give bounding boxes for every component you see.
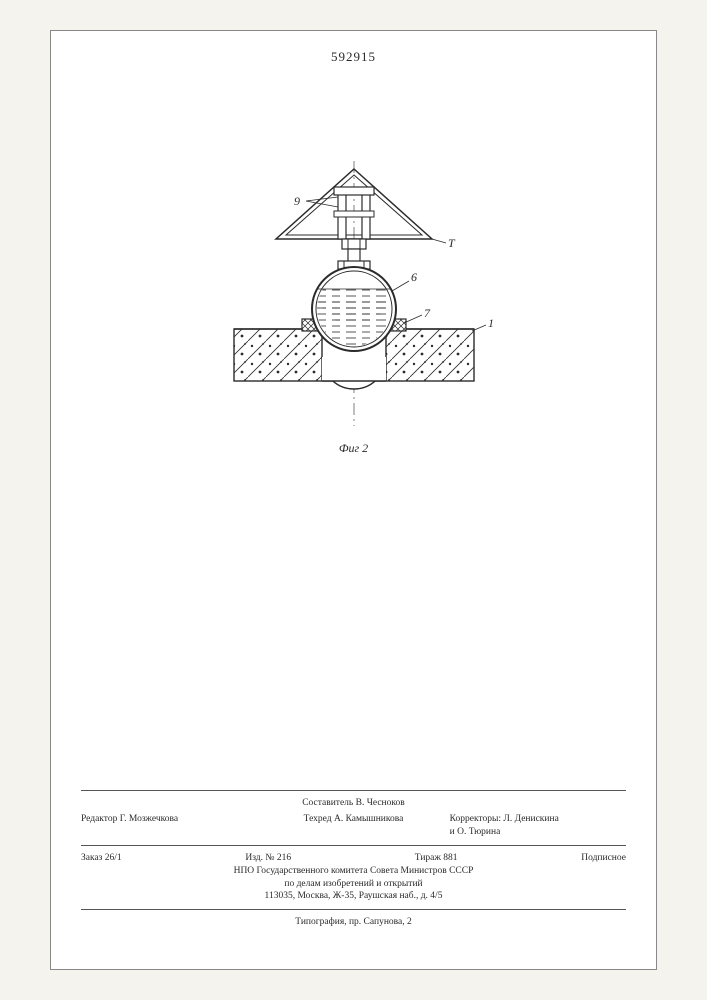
tirazh: Тираж 881 xyxy=(415,852,458,865)
label-9: 9 xyxy=(294,194,300,208)
figure-caption: Фиг 2 xyxy=(51,441,656,456)
footer-block: Составитель В. Чесноков Редактор Г. Мозж… xyxy=(81,784,626,930)
label-7: 7 xyxy=(424,306,431,320)
techred-label: Техред xyxy=(304,814,332,824)
credits-row: Редактор Г. Мозжечкова Техред А. Камышни… xyxy=(81,813,626,839)
patent-number: 592915 xyxy=(51,49,656,65)
podpis: Подписное xyxy=(581,852,626,865)
editor-col: Редактор Г. Мозжечкова xyxy=(81,813,257,839)
proof-conj: и xyxy=(450,827,455,837)
editor-name: Г. Мозжечкова xyxy=(120,814,178,824)
editor-label: Редактор xyxy=(81,814,117,824)
proof1: Л. Денискина xyxy=(503,814,558,824)
proof-col: Корректоры: Л. Денискина и О. Тюрина xyxy=(450,813,626,839)
techred-name: А. Камышникова xyxy=(334,814,403,824)
figure: 9 T 6 7 1 xyxy=(51,161,656,431)
order-row: Заказ 26/1 Изд. № 216 Тираж 881 Подписно… xyxy=(81,852,626,865)
proof2: О. Тюрина xyxy=(457,827,500,837)
proof-label: Корректоры: xyxy=(450,814,501,824)
org3: 113035, Москва, Ж-35, Раушская наб., д. … xyxy=(81,890,626,903)
izd-no: Изд. № 216 xyxy=(245,852,291,865)
org2: по делам изобретений и открытий xyxy=(81,878,626,891)
order-no: Заказ 26/1 xyxy=(81,852,122,865)
org1: НПО Государственного комитета Совета Мин… xyxy=(81,865,626,878)
label-t: T xyxy=(448,236,456,250)
compiler-line: Составитель В. Чесноков xyxy=(81,797,626,810)
techred-col: Техред А. Камышникова xyxy=(265,813,441,839)
label-1: 1 xyxy=(488,316,494,330)
figure-svg: 9 T 6 7 1 xyxy=(194,161,514,431)
typography-line: Типография, пр. Сапунова, 2 xyxy=(81,916,626,929)
sphere xyxy=(312,267,396,351)
label-6: 6 xyxy=(411,270,417,284)
page-frame: 592915 xyxy=(50,30,657,970)
